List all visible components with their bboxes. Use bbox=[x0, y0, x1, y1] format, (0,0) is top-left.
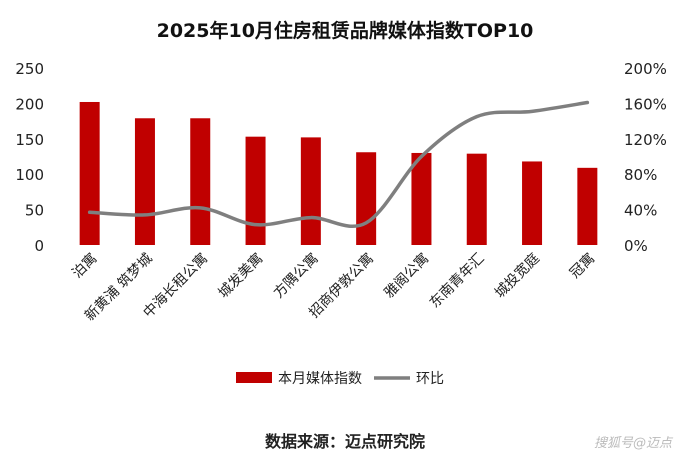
credit: 搜狐号@迈点 bbox=[593, 436, 672, 451]
bar-series bbox=[79, 101, 598, 245]
y-left-tick: 150 bbox=[15, 131, 44, 149]
bar bbox=[300, 137, 321, 245]
legend-bar-swatch bbox=[236, 372, 272, 383]
x-tick-label: 方隅公寓 bbox=[270, 250, 322, 302]
x-tick-label: 城投宽庭 bbox=[491, 250, 543, 302]
y-right-tick: 120% bbox=[624, 131, 667, 149]
x-tick-label: 泊寓 bbox=[69, 250, 101, 282]
bar bbox=[577, 167, 598, 245]
line-series bbox=[87, 100, 590, 229]
bar bbox=[134, 118, 155, 245]
bar bbox=[356, 152, 377, 245]
legend: 本月媒体指数 环比 bbox=[236, 371, 444, 387]
y-right-tick: 40% bbox=[624, 202, 657, 220]
y-right-tick: 200% bbox=[624, 60, 667, 78]
y-right-tick: 0% bbox=[624, 237, 648, 255]
bar bbox=[411, 152, 432, 245]
y-left-tick: 200 bbox=[15, 95, 44, 113]
bar bbox=[466, 153, 487, 245]
data-source: 数据来源：迈点研究院 bbox=[264, 432, 425, 451]
legend-line-label: 环比 bbox=[416, 371, 444, 387]
y-right-tick: 80% bbox=[624, 166, 657, 184]
bar bbox=[522, 161, 543, 245]
y-left-tick: 0 bbox=[34, 237, 44, 255]
bar bbox=[79, 101, 100, 245]
x-tick-label: 雅阁公寓 bbox=[381, 250, 433, 302]
x-tick-label: 冠寓 bbox=[566, 250, 598, 282]
bar bbox=[245, 136, 266, 245]
legend-bar-label: 本月媒体指数 bbox=[278, 371, 362, 387]
y-left-tick: 100 bbox=[15, 166, 44, 184]
right-axis: 0% 40% 80% 120% 160% 200% bbox=[624, 60, 667, 255]
x-tick-label: 城发美寓 bbox=[215, 250, 267, 302]
line-path bbox=[87, 100, 590, 229]
bar bbox=[190, 118, 211, 245]
left-axis: 0 50 100 150 200 250 bbox=[15, 60, 44, 255]
y-right-tick: 160% bbox=[624, 95, 667, 113]
y-left-tick: 250 bbox=[15, 60, 44, 78]
chart-title: 2025年10月住房租赁品牌媒体指数TOP10 bbox=[157, 19, 534, 42]
x-tick-label: 东南青年汇 bbox=[427, 251, 488, 312]
y-left-tick: 50 bbox=[25, 202, 44, 220]
